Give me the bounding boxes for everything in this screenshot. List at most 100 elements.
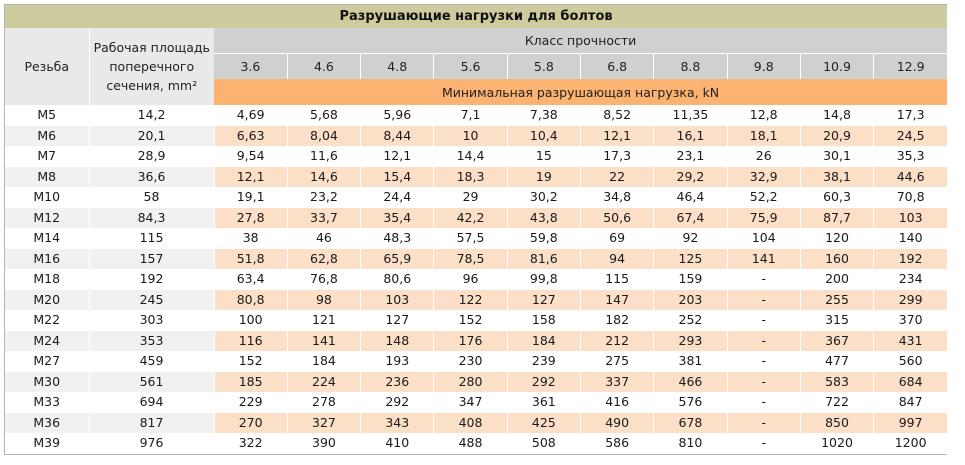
cell-load: 466	[653, 371, 728, 392]
cell-area: 157	[89, 248, 215, 269]
cell-load: 408	[433, 412, 508, 433]
cell-thread: M30	[5, 371, 90, 392]
cell-load: 722	[800, 392, 875, 413]
cell-load: 35,4	[360, 207, 435, 228]
cell-load: 8,04	[287, 125, 362, 146]
cell-load: 410	[360, 433, 435, 454]
cell-load: 184	[287, 351, 362, 372]
cell-load: 488	[433, 433, 508, 454]
cell-load: 33,7	[287, 207, 362, 228]
cell-load: 280	[433, 371, 508, 392]
cell-load: -	[727, 392, 801, 413]
cell-thread: M12	[5, 207, 90, 228]
cell-load: 81,6	[507, 248, 581, 269]
cell-load: 15,4	[360, 166, 435, 187]
cell-load: 292	[507, 371, 581, 392]
cell-area: 245	[89, 289, 215, 310]
cell-load: 278	[287, 392, 362, 413]
header-class-8-8: 8.8	[653, 53, 728, 79]
cell-load: 11,6	[287, 146, 362, 167]
cell-load: 140	[873, 228, 948, 249]
cell-load: 347	[433, 392, 508, 413]
header-class-3-6: 3.6	[214, 53, 288, 79]
cell-load: 19,1	[214, 187, 288, 208]
cell-load: 69	[580, 228, 655, 249]
header-class-10-9: 10.9	[800, 53, 875, 79]
cell-thread: M18	[5, 269, 90, 290]
cell-load: 292	[360, 392, 435, 413]
cell-load: 46,4	[653, 187, 728, 208]
cell-load: 60,3	[800, 187, 875, 208]
bolt-breaking-load-table: Разрушающие нагрузки для болтов Резьба Р…	[5, 5, 948, 454]
table-row: M12 84,3 27,8 33,7 35,4 42,2 43,8 50,6 67,4 75,9 8…	[5, 207, 948, 228]
cell-load: 8,52	[580, 105, 655, 126]
header-strength-class: Класс прочности	[214, 28, 948, 54]
cell-load: 10,4	[507, 125, 581, 146]
cell-load: 252	[653, 310, 728, 331]
cell-load: 38	[214, 228, 288, 249]
cell-load: 9,54	[214, 146, 288, 167]
cell-area: 58	[89, 187, 215, 208]
cell-load: 92	[653, 228, 728, 249]
cell-load: 30,1	[800, 146, 875, 167]
header-area: Рабочая площадь поперечного сечения, mm²	[89, 28, 214, 105]
cell-thread: M14	[5, 228, 90, 249]
cell-load: 24,5	[873, 125, 948, 146]
cell-load: 63,4	[214, 269, 288, 290]
header-min-load: Минимальная разрушающая нагрузка, kN	[214, 79, 948, 105]
cell-load: 158	[507, 310, 581, 331]
cell-load: -	[727, 433, 801, 454]
cell-load: 30,2	[507, 187, 581, 208]
cell-load: 390	[287, 433, 362, 454]
cell-thread: M27	[5, 351, 90, 372]
cell-load: 148	[360, 330, 435, 351]
cell-load: 103	[360, 289, 435, 310]
cell-load: 185	[214, 371, 288, 392]
cell-area: 561	[89, 371, 215, 392]
cell-load: 10	[433, 125, 508, 146]
cell-area: 353	[89, 330, 215, 351]
cell-load: 75,9	[727, 207, 801, 228]
cell-load: 12,1	[360, 146, 435, 167]
cell-load: 337	[580, 371, 655, 392]
table-row: M30 561 185 224 236 280 292 337 466-583 684	[5, 371, 948, 392]
cell-load: 14,8	[800, 105, 875, 126]
cell-load: 299	[873, 289, 948, 310]
cell-load: 159	[653, 269, 728, 290]
cell-load: 87,7	[800, 207, 875, 228]
cell-load: 57,5	[433, 228, 508, 249]
table-row: M8 36,6 12,1 14,6 15,4 18,3 19 22 29,2 32,9 38,1 44…	[5, 166, 948, 187]
cell-load: 19	[507, 166, 581, 187]
cell-load: 99,8	[507, 269, 581, 290]
cell-load: 18,1	[727, 125, 801, 146]
cell-load: 16,1	[653, 125, 728, 146]
cell-load: 50,6	[580, 207, 655, 228]
cell-load: 62,8	[287, 248, 362, 269]
cell-load: 147	[580, 289, 655, 310]
cell-load: 230	[433, 351, 508, 372]
cell-area: 20,1	[89, 125, 215, 146]
cell-load: 586	[580, 433, 655, 454]
cell-load: 361	[507, 392, 581, 413]
cell-load: 847	[873, 392, 948, 413]
cell-area: 115	[89, 228, 215, 249]
cell-area: 976	[89, 433, 215, 454]
header-class-4-8: 4.8	[360, 53, 435, 79]
cell-load: 127	[360, 310, 435, 331]
cell-load: 96	[433, 269, 508, 290]
cell-load: 810	[653, 433, 728, 454]
cell-load: 18,3	[433, 166, 508, 187]
cell-load: 78,5	[433, 248, 508, 269]
cell-area: 303	[89, 310, 215, 331]
cell-load: 367	[800, 330, 875, 351]
cell-load: 94	[580, 248, 655, 269]
header-class-4-6: 4.6	[287, 53, 362, 79]
cell-load: 212	[580, 330, 655, 351]
cell-area: 694	[89, 392, 215, 413]
cell-load: 343	[360, 412, 435, 433]
cell-load: 17,3	[580, 146, 655, 167]
table-row: M39 976 322 390 410 488 508 586 810-1020 1200	[5, 433, 948, 454]
cell-load: 120	[800, 228, 875, 249]
cell-load: 293	[653, 330, 728, 351]
cell-load: 29	[433, 187, 508, 208]
